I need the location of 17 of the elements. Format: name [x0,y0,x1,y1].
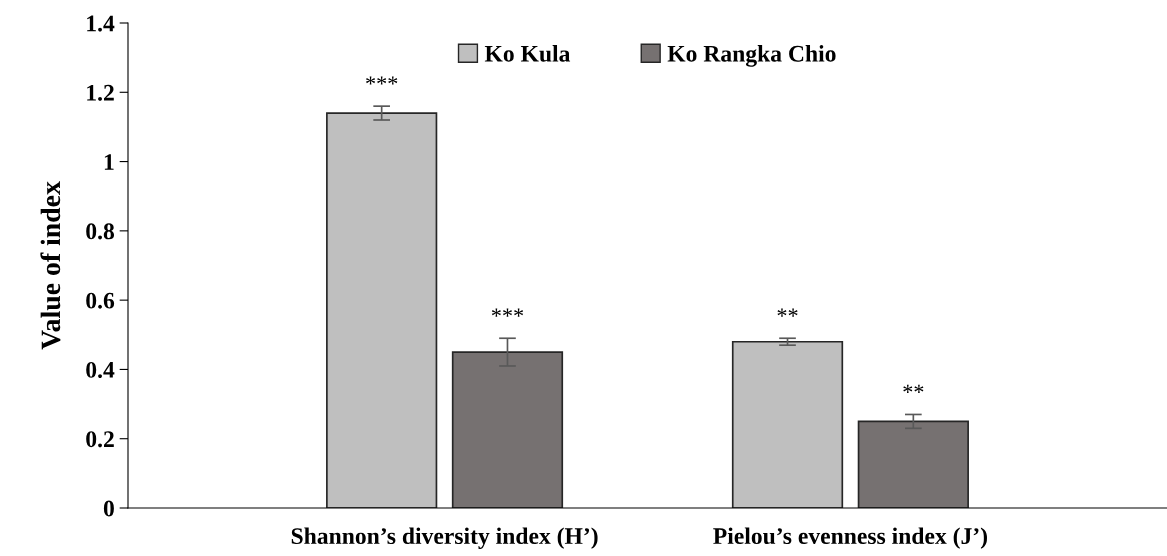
y-tick-label: 0.6 [86,292,115,309]
y-tick-label: 0.2 [86,431,114,448]
data-label: ** [777,308,798,317]
y-tick-label: 0.8 [86,223,115,240]
y-tick-label: 0 [103,500,114,517]
data-label: ** [903,384,924,393]
data-label: *** [491,308,524,317]
legend-label: Ko Kula [484,45,571,62]
y-tick-label: 1.2 [87,84,114,101]
x-tick-label: Shannon’s diversity index (H’) [291,527,598,549]
legend-label: Ko Rangka Chio [667,45,836,67]
y-tick-label: 1.4 [87,15,115,32]
x-tick-label: Pielou’s evenness index (J’) [713,527,987,549]
data-label: *** [366,76,398,85]
y-tick-label: 0.4 [86,361,115,378]
y-tick-label: 1 [104,154,114,170]
y-axis-title: Value of index [40,181,61,350]
